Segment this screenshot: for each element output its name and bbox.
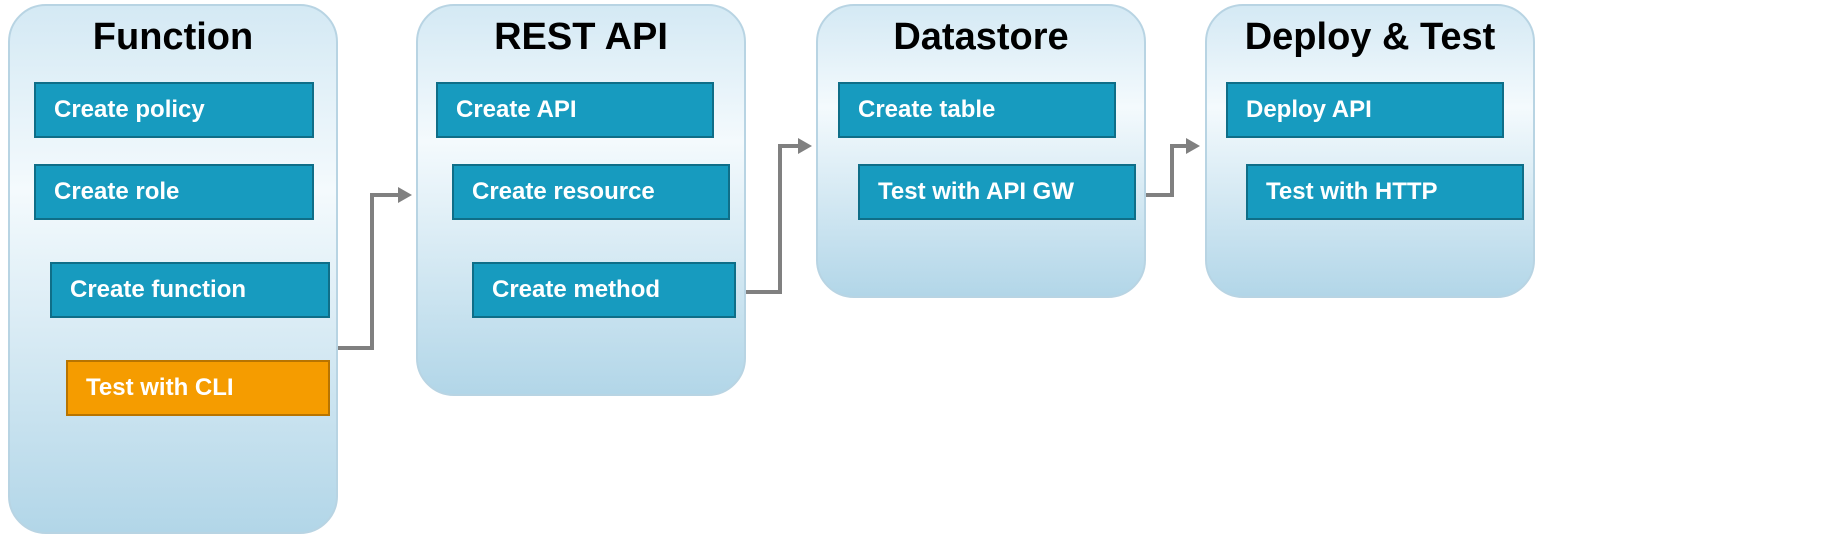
step-function-2: Create function xyxy=(50,262,330,318)
arrow-0 xyxy=(338,195,402,348)
step-rest-api-2: Create method xyxy=(472,262,736,318)
step-deploy-test-0: Deploy API xyxy=(1226,82,1504,138)
step-function-0: Create policy xyxy=(34,82,314,138)
stage-title-rest-api: REST API xyxy=(418,16,744,59)
step-rest-api-0: Create API xyxy=(436,82,714,138)
step-datastore-0: Create table xyxy=(838,82,1116,138)
stage-title-datastore: Datastore xyxy=(818,16,1144,59)
step-function-3: Test with CLI xyxy=(66,360,330,416)
step-datastore-1: Test with API GW xyxy=(858,164,1136,220)
stage-title-function: Function xyxy=(10,16,336,59)
arrow-1 xyxy=(746,146,802,292)
step-rest-api-1: Create resource xyxy=(452,164,730,220)
step-deploy-test-1: Test with HTTP xyxy=(1246,164,1524,220)
stage-datastore: Datastore xyxy=(816,4,1146,298)
step-function-1: Create role xyxy=(34,164,314,220)
stage-title-deploy-test: Deploy & Test xyxy=(1207,16,1533,59)
arrowhead-0 xyxy=(398,187,412,203)
arrowhead-1 xyxy=(798,138,812,154)
stage-deploy-test: Deploy & Test xyxy=(1205,4,1535,298)
arrow-2 xyxy=(1146,146,1190,195)
arrowhead-2 xyxy=(1186,138,1200,154)
